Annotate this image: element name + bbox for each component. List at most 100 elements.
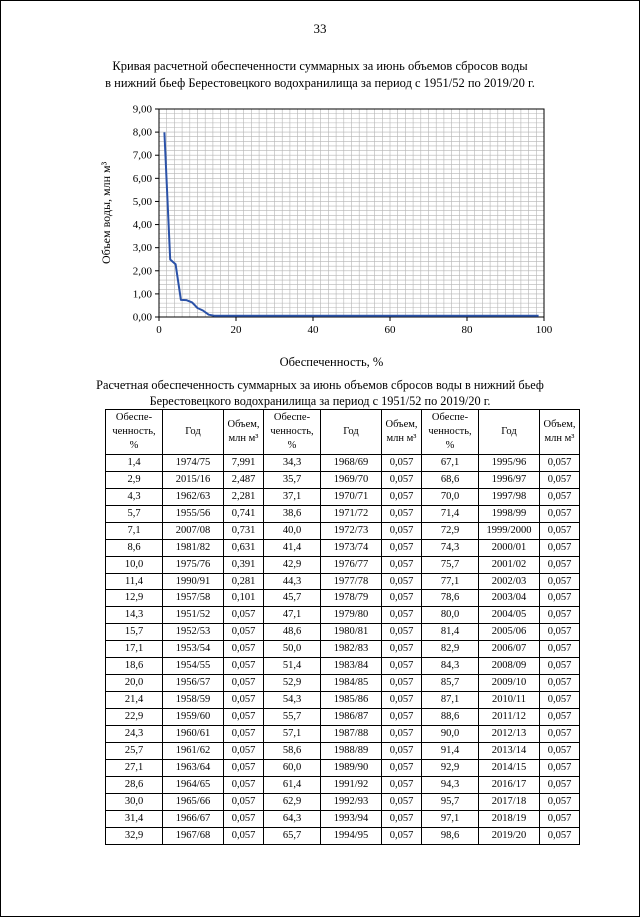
table-cell: 1982/83 xyxy=(320,640,382,659)
table-cell: 22,9 xyxy=(105,708,163,727)
y-tick-label: 9,00 xyxy=(133,104,153,116)
table-cell: 28,6 xyxy=(105,775,163,794)
table-cell: 1963/64 xyxy=(162,759,224,777)
table-cell: 2004/05 xyxy=(478,606,540,625)
table-cell: 8,6 xyxy=(105,538,163,557)
table-cell: 1956/57 xyxy=(162,674,224,693)
table-cell: 0,057 xyxy=(381,572,422,591)
table-cell: 0,057 xyxy=(381,691,422,710)
table-cell: 1964/65 xyxy=(162,775,224,794)
table-cell: 0,057 xyxy=(539,708,580,727)
table-cell: 0,057 xyxy=(539,470,580,489)
chart-title-line2: в нижний бьеф Берестовецкого водохранили… xyxy=(105,75,535,90)
table-cell: 1993/94 xyxy=(320,809,382,828)
table-cell: 2,487 xyxy=(223,470,264,489)
table-cell: 1965/66 xyxy=(162,792,224,811)
table-cell: 0,057 xyxy=(223,826,264,845)
table-cell: 1987/88 xyxy=(320,725,382,744)
table-cell: 88,6 xyxy=(421,708,479,727)
table-cell: 0,057 xyxy=(381,657,422,676)
table-cell: 0,057 xyxy=(539,792,580,811)
table-title-line1: Расчетная обеспеченность суммарных за ию… xyxy=(96,378,544,392)
table-cell: 1974/75 xyxy=(162,453,224,472)
table-cell: 2010/11 xyxy=(478,691,540,710)
table-cell: 0,057 xyxy=(381,826,422,845)
table-cell: 1998/99 xyxy=(478,504,540,523)
table-cell: 90,0 xyxy=(421,725,479,744)
table-cell: 1954/55 xyxy=(162,657,224,676)
table-cell: 0,057 xyxy=(539,606,580,625)
table-cell: 0,057 xyxy=(381,521,422,540)
table-cell: 55,7 xyxy=(263,708,321,727)
table-cell: 1969/70 xyxy=(320,470,382,489)
table-cell: 80,0 xyxy=(421,606,479,625)
table-cell: 42,9 xyxy=(263,555,321,574)
table-cell: 98,6 xyxy=(421,826,479,845)
table-cell: 0,391 xyxy=(223,555,264,574)
table-cell: 45,7 xyxy=(263,589,321,608)
y-tick-label: 8,00 xyxy=(133,127,153,139)
table-cell: 0,057 xyxy=(539,657,580,676)
table-cell: 58,6 xyxy=(263,742,321,761)
table-cell: 62,9 xyxy=(263,792,321,811)
table-cell: 1994/95 xyxy=(320,826,382,845)
table-cell: 2,281 xyxy=(223,487,264,506)
table-cell: 2005/06 xyxy=(478,623,540,642)
table-row: 12,9 1957/58 0,101 45,7 1978/79 0,057 78,6 2003… xyxy=(105,589,580,608)
table-cell: 0,057 xyxy=(381,792,422,811)
table-row: 14,3 1951/52 0,057 47,1 1979/80 0,057 80,0 2004… xyxy=(105,606,580,625)
table-cell: 0,057 xyxy=(539,623,580,642)
table-cell: 0,057 xyxy=(223,742,264,761)
table-cell: 0,057 xyxy=(223,759,264,777)
table-cell: 1991/92 xyxy=(320,775,382,794)
table-cell: 2014/15 xyxy=(478,759,540,777)
table-cell: 2008/09 xyxy=(478,657,540,676)
table-cell: 1958/59 xyxy=(162,691,224,710)
table-row: 7,1 2007/08 0,731 40,0 1972/73 0,057 72,9 1999/… xyxy=(105,521,580,540)
table-cell: 1983/84 xyxy=(320,657,382,676)
table-cell: 97,1 xyxy=(421,809,479,828)
table-cell: 0,057 xyxy=(223,809,264,828)
table-title: Расчетная обеспеченность суммарных за ию… xyxy=(51,378,589,410)
table-cell: 0,057 xyxy=(381,623,422,642)
table-cell: 0,057 xyxy=(381,725,422,744)
table-cell: 57,1 xyxy=(263,725,321,744)
table-cell: 0,057 xyxy=(223,725,264,744)
table-cell: 0,057 xyxy=(381,487,422,506)
table-row: 17,1 1953/54 0,057 50,0 1982/83 0,057 82,9 2006… xyxy=(105,640,580,659)
table-row: 5,7 1955/56 0,741 38,6 1971/72 0,057 71,4 1998/… xyxy=(105,504,580,523)
table-row: 22,9 1959/60 0,057 55,7 1986/87 0,057 88,6 2011… xyxy=(105,708,580,727)
table-cell: 2,9 xyxy=(105,470,163,489)
table-title-line2: Берестовецкого водохранилища за период с… xyxy=(149,393,491,408)
table-cell: 0,057 xyxy=(223,674,264,693)
table-row: 32,9 1967/68 0,057 65,7 1994/95 0,057 98,6 2019… xyxy=(105,826,580,845)
table-cell: 0,057 xyxy=(381,453,422,472)
table-cell: 61,4 xyxy=(263,775,321,794)
y-tick-label: 2,00 xyxy=(133,265,153,277)
table-cell: 21,4 xyxy=(105,691,163,710)
table-cell: 0,057 xyxy=(381,606,422,625)
table-cell: 38,6 xyxy=(263,504,321,523)
table-cell: 1953/54 xyxy=(162,640,224,659)
table-cell: 2012/13 xyxy=(478,725,540,744)
x-tick-label: 0 xyxy=(156,324,162,336)
table-header-row: Обеспе- ченность, % Год Объем, млн м³ Обесп… xyxy=(105,409,580,455)
table-cell: 7,991 xyxy=(223,453,264,472)
results-table: Обеспе- ченность, % Год Объем, млн м³ Обесп… xyxy=(105,409,580,845)
table-cell: 0,057 xyxy=(539,572,580,591)
y-tick-label: 5,00 xyxy=(133,196,153,208)
table-cell: 31,4 xyxy=(105,809,163,828)
table-cell: 1999/2000 xyxy=(478,521,540,540)
table-cell: 52,9 xyxy=(263,674,321,693)
table-cell: 1978/79 xyxy=(320,589,382,608)
table-cell: 32,9 xyxy=(105,826,163,845)
table-cell: 2001/02 xyxy=(478,555,540,574)
x-tick-label: 40 xyxy=(308,324,320,336)
table-cell: 2007/08 xyxy=(162,521,224,540)
table-cell: 0,101 xyxy=(223,589,264,608)
table-cell: 0,057 xyxy=(381,809,422,828)
table-cell: 1979/80 xyxy=(320,606,382,625)
table-cell: 0,057 xyxy=(381,708,422,727)
table-cell: 87,1 xyxy=(421,691,479,710)
table-cell: 27,1 xyxy=(105,759,163,777)
